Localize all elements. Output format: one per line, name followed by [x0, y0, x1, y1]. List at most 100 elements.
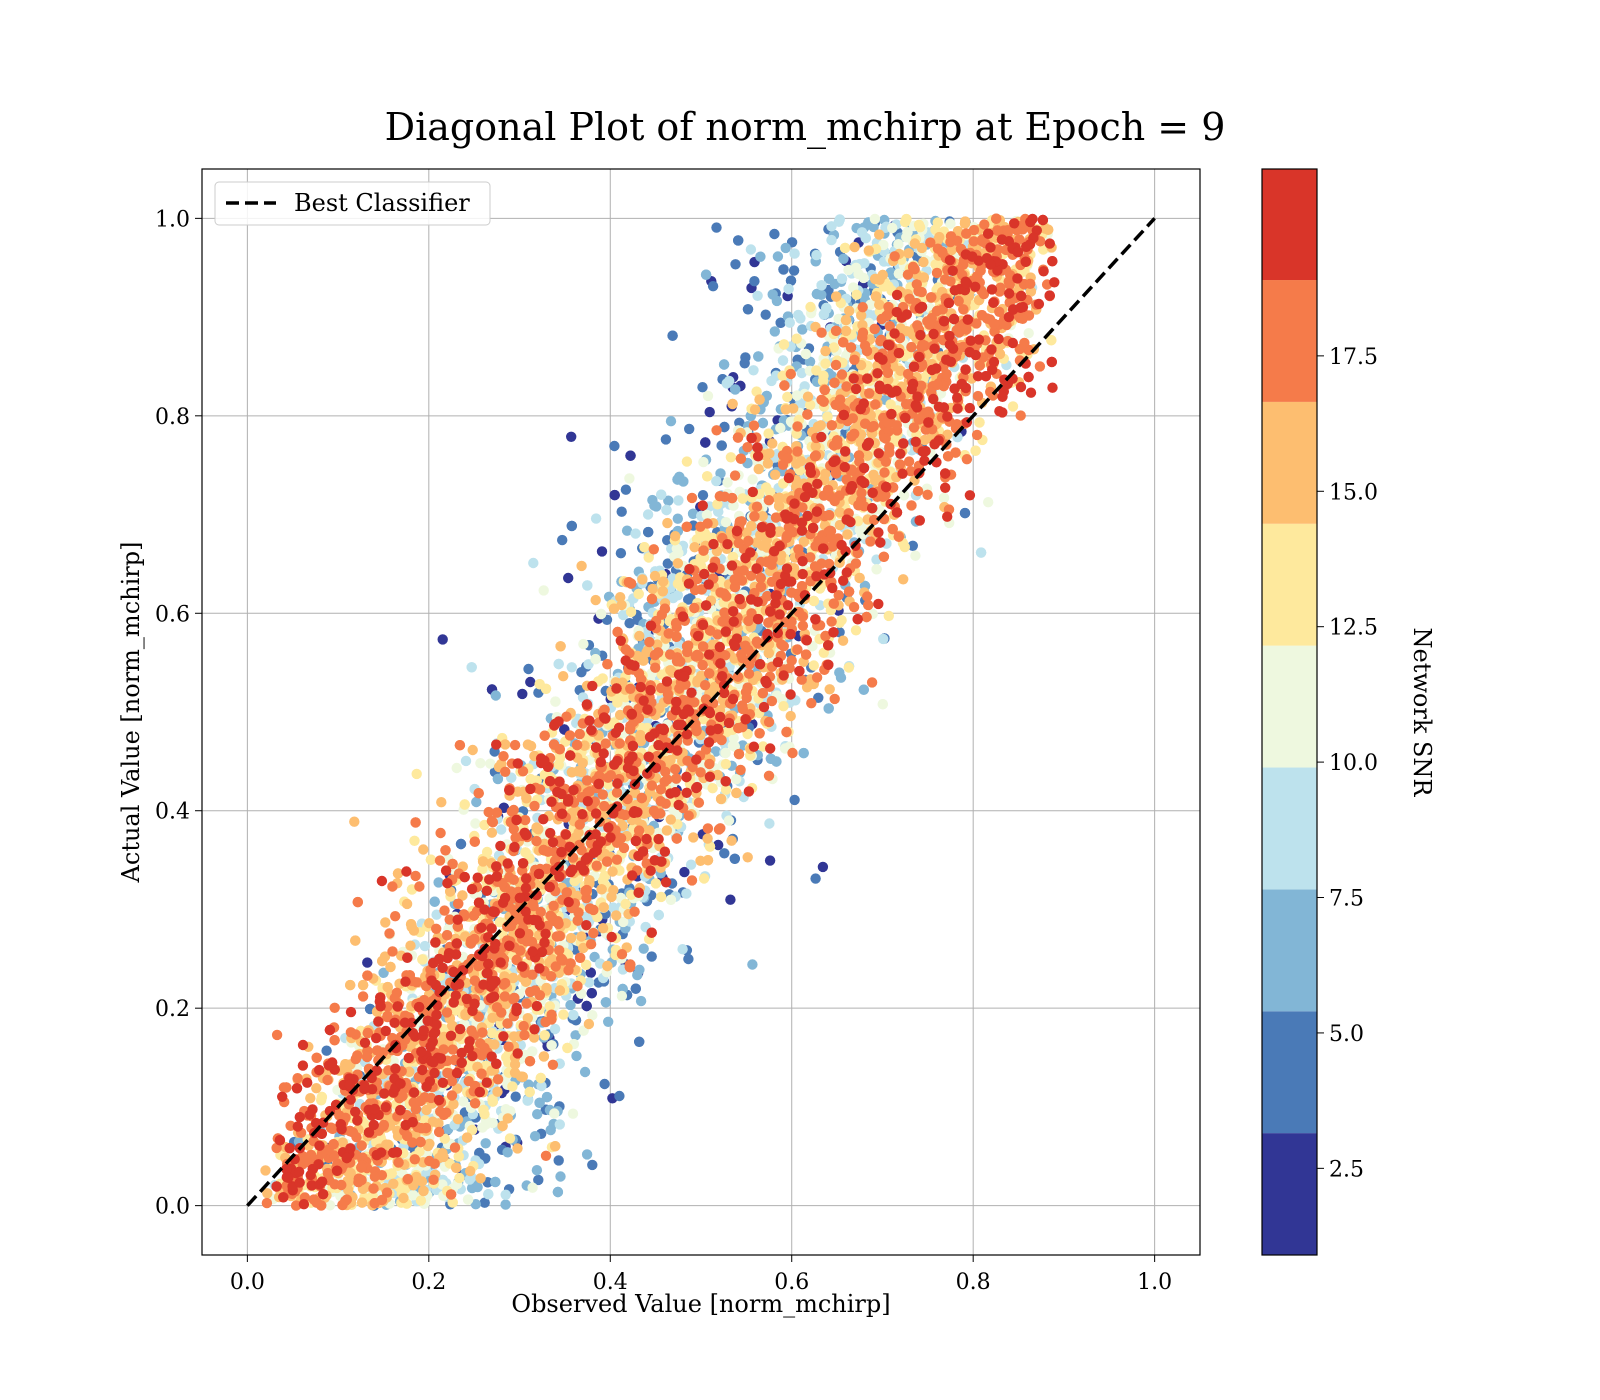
scatter-point: [720, 747, 731, 759]
scatter-point: [831, 291, 842, 302]
scatter-point: [720, 517, 732, 528]
scatter-point: [850, 262, 862, 273]
scatter-point: [665, 814, 676, 825]
scatter-point: [753, 351, 764, 362]
scatter-point: [462, 1194, 474, 1205]
scatter-point: [539, 1030, 550, 1041]
scatter-point: [723, 815, 735, 826]
scatter-point: [718, 359, 730, 370]
scatter-point: [615, 548, 627, 559]
scatter-point: [411, 768, 422, 780]
scatter-point: [785, 275, 797, 286]
scatter-point: [538, 585, 549, 596]
scatter-point: [698, 456, 709, 468]
scatter-point: [730, 259, 741, 270]
scatter-point: [571, 1050, 582, 1062]
chart-title: Diagonal Plot of norm_mchirp at Epoch = …: [385, 105, 1226, 150]
scatter-point: [566, 520, 577, 532]
scatter-point: [667, 330, 678, 341]
scatter-point: [549, 1023, 561, 1035]
scatter-point: [716, 440, 727, 451]
scatter-point: [778, 701, 789, 712]
scatter-point: [662, 558, 673, 569]
scatter-point: [860, 232, 871, 244]
scatter-point: [789, 248, 800, 259]
scatter-point: [490, 1176, 501, 1188]
scatter-point: [586, 988, 597, 999]
scatter-point: [460, 755, 472, 767]
scatter-point: [451, 1162, 462, 1174]
scatter-point: [487, 1096, 498, 1107]
scatter-point: [550, 696, 561, 707]
scatter-point: [816, 280, 827, 291]
scatter-point: [461, 1132, 473, 1143]
scatter-point: [583, 977, 595, 988]
scatter-point: [729, 853, 740, 864]
scatter-point: [698, 873, 710, 884]
scatter-point: [500, 1199, 511, 1210]
scatter-point: [311, 1083, 322, 1094]
scatter-point: [910, 550, 921, 561]
scatter-point: [877, 699, 888, 710]
scatter-point: [677, 944, 688, 955]
scatter-point: [780, 242, 791, 254]
scatter-point: [764, 855, 776, 866]
scatter-point: [679, 866, 690, 878]
scatter-point: [566, 662, 577, 673]
scatter-point: [704, 406, 715, 418]
scatter-point: [775, 317, 786, 328]
scatter-point: [555, 1171, 566, 1182]
scatter-point: [959, 507, 971, 519]
scatter-point: [725, 894, 736, 905]
scatter-point: [914, 222, 926, 233]
scatter-point: [810, 873, 821, 884]
scatter-point: [386, 1168, 397, 1179]
scatter-point: [672, 513, 683, 524]
scatter-point: [670, 531, 681, 542]
scatter-point: [932, 217, 943, 228]
scatter-point: [487, 1117, 498, 1129]
scatter-point: [784, 317, 795, 328]
scatter-point: [534, 679, 545, 690]
scatter-point: [454, 1172, 465, 1184]
scatter-point: [663, 495, 674, 506]
scatter-point: [715, 468, 726, 479]
scatter-point: [893, 268, 905, 279]
scatter-point: [858, 272, 869, 284]
scatter-point: [811, 249, 822, 261]
scatter-point: [536, 1080, 547, 1092]
scatter-point: [757, 417, 769, 429]
scatter-point: [523, 663, 534, 675]
scatter-point: [747, 474, 758, 485]
scatter-point: [600, 997, 612, 1008]
scatter-point: [599, 1078, 610, 1090]
scatter-point: [616, 506, 627, 517]
scatter-point: [851, 289, 862, 300]
scatter-point: [745, 244, 757, 255]
scatter-point: [660, 434, 672, 445]
scatter-point: [785, 710, 796, 722]
scatter-point: [431, 909, 442, 920]
scatter-point: [527, 1182, 538, 1193]
scatter-point: [517, 688, 528, 700]
scatter-point: [685, 859, 697, 870]
scatter-point: [642, 509, 654, 520]
scatter-point: [1023, 328, 1034, 339]
scatter-point: [871, 564, 882, 575]
scatter-point: [719, 421, 730, 433]
scatter-point: [681, 888, 692, 899]
scatter-point: [907, 540, 918, 551]
scatter-point: [409, 835, 420, 846]
scatter-point: [702, 833, 713, 844]
scatter-point: [789, 794, 800, 806]
scatter-point: [321, 1045, 332, 1056]
scatter-point: [799, 381, 810, 392]
scatter-point: [707, 783, 718, 794]
scatter-point: [678, 476, 689, 487]
scatter-point: [587, 1159, 598, 1171]
scatter-point: [668, 592, 679, 604]
scatter-point: [538, 1051, 550, 1062]
scatter-point: [778, 339, 790, 350]
scatter-point: [597, 673, 608, 684]
scatter-point: [496, 824, 507, 835]
